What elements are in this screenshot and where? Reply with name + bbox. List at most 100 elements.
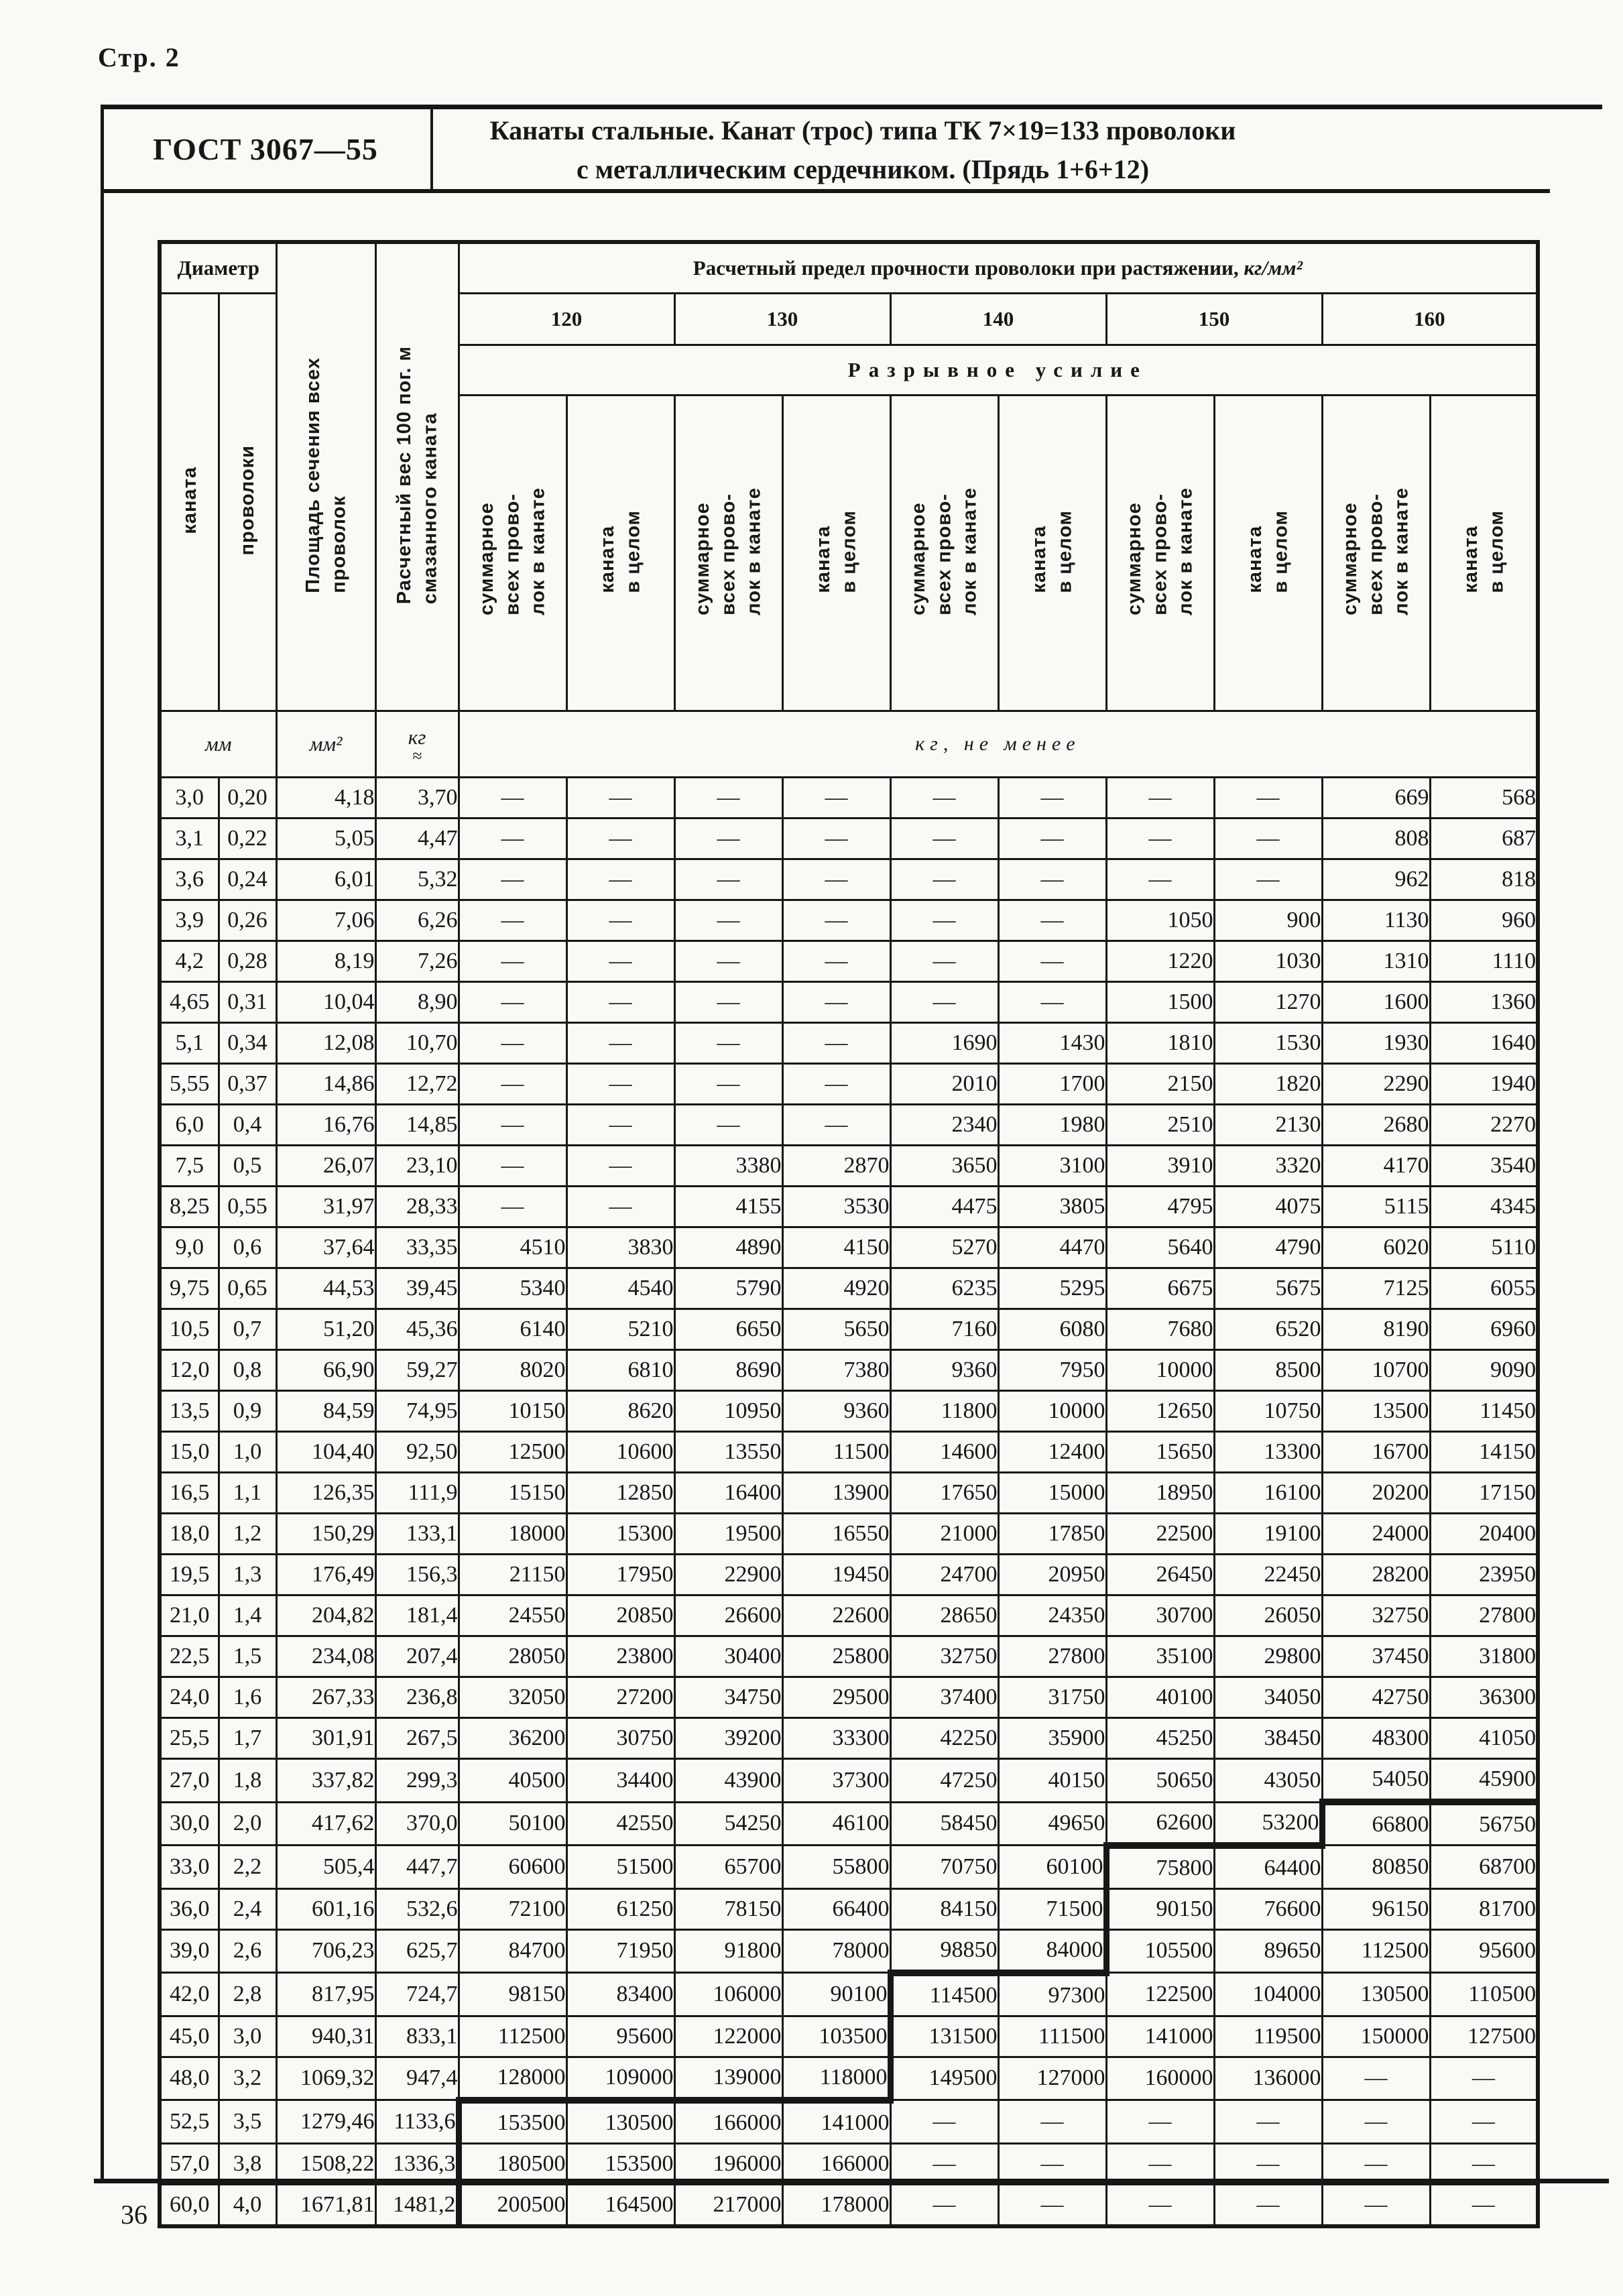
table-cell: 42,0	[158, 1972, 220, 2017]
table-cell: 0,28	[217, 940, 278, 983]
table-cell: 176,49	[275, 1553, 377, 1596]
table-cell: 505,4	[275, 1844, 377, 1890]
table-cell: —	[565, 1063, 676, 1105]
table-cell: —	[565, 858, 676, 901]
table-cell: 301,91	[275, 1717, 377, 1760]
table-cell: 0,24	[217, 858, 278, 901]
table-cell: 6810	[565, 1349, 676, 1392]
table-cell: 200500	[455, 2183, 568, 2227]
table-cell: —	[997, 981, 1107, 1024]
sum-label: суммарное всех прово- лок в канате	[1124, 487, 1197, 615]
table-cell: —	[889, 981, 1000, 1024]
table-cell: 24000	[1321, 1512, 1431, 1555]
header-box-bottom-line	[101, 189, 1550, 193]
table-row: 25,5 1,7 301,91 267,5 36200 30750 39200 33300 42…	[158, 1717, 1539, 1760]
table-cell: 12,72	[374, 1063, 460, 1105]
col-header-strength-130: 130	[673, 292, 892, 346]
table-cell: 4,0	[217, 2183, 278, 2227]
table-cell: 10950	[673, 1390, 784, 1433]
table-cell: 95600	[565, 2014, 676, 2058]
table-cell: 8190	[1321, 1308, 1431, 1351]
table-cell: 15650	[1105, 1431, 1215, 1473]
unit-mm2: мм²	[275, 710, 377, 778]
table-cell: 7160	[889, 1308, 1000, 1351]
table-cell: —	[1105, 858, 1215, 901]
table-cell: —	[889, 858, 1000, 901]
table-cell: 2,0	[217, 1801, 278, 1846]
table-cell: 180500	[455, 2142, 568, 2185]
table-cell: 13900	[781, 1471, 892, 1514]
table-row: 8,25 0,55 31,97 28,33— —4155 3530 4475 3805 4795…	[158, 1185, 1539, 1228]
table-cell: 13,5	[158, 1390, 220, 1433]
table-cell: —	[457, 1063, 568, 1105]
table-row: 9,75 0,65 44,53 39,45 5340 4540 5790 4920 6235 52…	[158, 1267, 1539, 1310]
table-cell: 1,5	[217, 1635, 278, 1678]
table-cell: 0,37	[217, 1063, 278, 1105]
table-cell: 36,0	[158, 1887, 220, 1931]
table-cell: 9360	[889, 1349, 1000, 1392]
table-cell: 12850	[565, 1471, 676, 1514]
table-cell: 1530	[1213, 1022, 1323, 1065]
table-cell: 22450	[1213, 1553, 1323, 1596]
table-cell: 4795	[1105, 1185, 1215, 1228]
col-header-strength-160: 160	[1321, 292, 1539, 346]
table-cell: —	[1429, 2055, 1539, 2101]
table-cell: 66800	[1319, 1801, 1431, 1846]
col-header-strength-140: 140	[889, 292, 1107, 346]
table-cell: 136000	[1213, 2055, 1323, 2101]
table-cell: 601,16	[275, 1887, 377, 1931]
col-header-strength-group: Расчетный предел прочности проволоки при…	[457, 241, 1539, 294]
table-cell: 1,2	[217, 1512, 278, 1555]
table-cell: 20850	[565, 1594, 676, 1637]
table-cell: —	[781, 1022, 892, 1065]
table-cell: 30750	[565, 1717, 676, 1760]
table-cell: 64400	[1213, 1844, 1323, 1890]
table-cell: 24,0	[158, 1676, 220, 1719]
table-cell: 16700	[1321, 1431, 1431, 1473]
table-cell: 1508,22	[275, 2142, 377, 2185]
table-cell: 149500	[887, 2055, 1000, 2101]
table-cell: 45250	[1105, 1717, 1215, 1760]
table-cell: 118000	[781, 2055, 892, 2104]
table-cell: 141000	[1105, 2014, 1215, 2058]
table-cell: —	[889, 940, 1000, 983]
table-cell: —	[889, 817, 1000, 860]
table-cell: 12650	[1105, 1390, 1215, 1433]
table-cell: —	[565, 1144, 676, 1187]
table-row: 16,5 1,1 126,35 111,9 15150 12850 16400 13900 17…	[158, 1471, 1539, 1514]
table-cell: 43050	[1213, 1758, 1323, 1803]
table-cell: 4345	[1429, 1185, 1539, 1228]
table-cell: 6650	[673, 1308, 784, 1351]
table-cell: 42250	[889, 1717, 1000, 1760]
table-cell: 0,34	[217, 1022, 278, 1065]
table-cell: 337,82	[275, 1758, 377, 1803]
unit-kg-min: кг, не менее	[457, 710, 1539, 778]
table-cell: 23950	[1429, 1553, 1539, 1596]
table-cell: 14150	[1429, 1431, 1539, 1473]
table-cell: 50650	[1105, 1758, 1215, 1803]
table-cell: 6080	[997, 1308, 1107, 1351]
table-cell: 6960	[1429, 1308, 1539, 1351]
table-cell: 59,27	[374, 1349, 460, 1392]
table-cell: —	[997, 817, 1107, 860]
col-header-sum-160: суммарное всех прово- лок в канате	[1321, 394, 1431, 712]
table-cell: 9090	[1429, 1349, 1539, 1392]
table-cell: 532,6	[374, 1887, 460, 1931]
table-cell: 60,0	[158, 2183, 220, 2227]
table-cell: 1500	[1105, 981, 1215, 1024]
table-cell: —	[1213, 858, 1323, 901]
table-cell: 16400	[673, 1471, 784, 1514]
table-cell: 44,53	[275, 1267, 377, 1310]
strength-group-label: Расчетный предел прочности проволоки при…	[693, 256, 1244, 280]
table-cell: 687	[1429, 817, 1539, 860]
table-cell: 1690	[889, 1022, 1000, 1065]
table-cell: 8620	[565, 1390, 676, 1433]
table-cell: 66,90	[275, 1349, 377, 1392]
table-cell: 37400	[889, 1676, 1000, 1719]
table-cell: 20950	[997, 1553, 1107, 1596]
table-cell: —	[457, 776, 568, 819]
table-cell: 1930	[1321, 1022, 1431, 1065]
table-cell: 6140	[457, 1308, 568, 1351]
table-cell: 6,26	[374, 899, 460, 942]
table-cell: 0,7	[217, 1308, 278, 1351]
